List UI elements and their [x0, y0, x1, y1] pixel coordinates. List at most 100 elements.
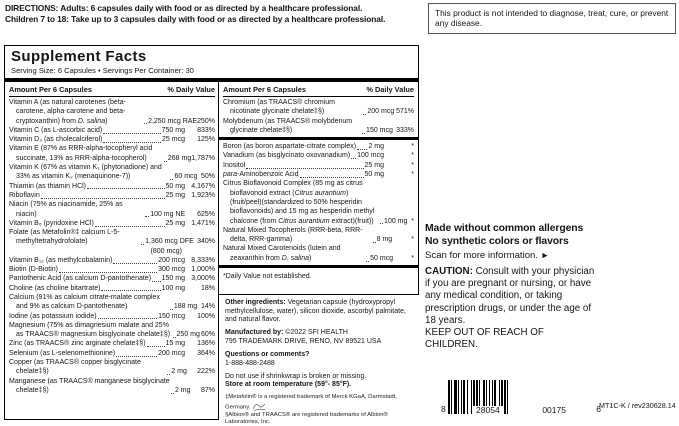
nutrient-amount: 15 mg	[165, 340, 185, 348]
nutrient-name: Citrus Bioflavonoid Complex (85 mg as ci…	[223, 180, 375, 225]
nutrient-row: Choline (as choline bitartrate) 100 mg 1…	[9, 284, 215, 293]
caution-block: CAUTION: Consult with your physician if …	[425, 266, 599, 351]
nutrient-daily-value: 18%	[200, 284, 215, 292]
nutrient-name: Biotin (D-Biotin)	[9, 266, 59, 274]
nutrient-row: Inositol 25 mg *	[223, 161, 414, 170]
nutrient-amount: 2 mg	[171, 368, 187, 376]
manufacturer-name: ©2022 SFI HEALTH	[285, 329, 348, 337]
nutrient-row: Vitamin K (67% as vitamin K₁ (phytonadio…	[9, 163, 215, 182]
nutrient-row: Copper (as TRAACS® copper bisglycinate c…	[9, 358, 215, 377]
nutrient-row: Manganese (as TRAACS® manganese bisglyci…	[9, 377, 215, 396]
barcode-bar	[503, 380, 506, 414]
nutrient-daily-value: *	[411, 161, 414, 169]
nutrient-name: Vitamin K (67% as vitamin K₁ (phytonadio…	[9, 164, 162, 181]
barcode-group1: 28054	[473, 406, 503, 415]
dot-leader	[97, 318, 158, 320]
nutrient-amount: 150 mcg	[366, 126, 393, 134]
facts-right-column: Amount Per 6 Capsules % Daily Value Chro…	[219, 82, 419, 426]
nutrient-daily-value: 333%	[396, 126, 414, 134]
upc-barcode: 8 28054 00175 6	[441, 380, 601, 415]
nutrient-name: Inositol	[223, 161, 246, 169]
barcode-bars: 28054 00175	[447, 380, 595, 415]
nutrient-amount: 8 mg	[376, 236, 393, 244]
nutrient-name: Calcium (91% as calcium citrate-malate c…	[9, 293, 160, 311]
nutrient-name: Vitamin A (as natural carotenes (beta-ca…	[9, 99, 126, 125]
nutrient-row: Iodine (as potassium iodide) 150 mcg 100…	[9, 312, 215, 321]
nutrient-daily-value: 3,000%	[191, 275, 215, 283]
dot-leader	[163, 160, 167, 162]
nutrient-row: Biotin (D-Biotin) 300 mcg 1,000%	[9, 265, 215, 274]
dot-leader	[116, 355, 158, 357]
barcode-trail-digit: 6	[596, 404, 601, 414]
nutrient-name: Natural Mixed Carotenoids (lutein and ze…	[223, 245, 341, 262]
nutrient-row: Calcium (91% as calcium citrate-malate c…	[9, 293, 215, 312]
nutrient-row: Vitamin C (as L-ascorbic acid) 750 mg 83…	[9, 126, 215, 135]
nutrient-daily-value: *	[411, 171, 414, 179]
nutrient-daily-value: 222%	[197, 368, 215, 376]
dot-leader	[94, 225, 165, 227]
nutrient-name: Selenium (as L-selenomethionine)	[9, 349, 116, 357]
fda-disclaimer-box: This product is not intended to diagnose…	[428, 3, 676, 34]
nutrient-row: Vitamin B₆ (pyridoxine HCl) 25 mg 1,471%	[9, 219, 215, 228]
barcode-group2: 00175	[539, 406, 569, 415]
nutrient-row: Folate (as Metafolin®‡ calcium L-5-methy…	[9, 228, 215, 247]
nutrient-amount: 2 mg	[368, 143, 384, 151]
nutrient-name: Vitamin B₆ (pyridoxine HCl)	[9, 219, 94, 227]
scan-info-line: Scan for more information. ►	[425, 250, 610, 261]
barcode-bar	[457, 380, 459, 414]
dot-leader	[103, 132, 161, 134]
nutrient-name: Vanadium (as bisglycinato oxovanadium)	[223, 152, 351, 160]
scan-info-text: Scan for more information.	[425, 250, 539, 262]
nutrient-daily-value: 125%	[197, 136, 215, 144]
allergen-claim-2: No synthetic colors or flavors	[425, 235, 569, 247]
nutrient-daily-value: 100%	[197, 312, 215, 320]
nutrient-daily-value: 87%	[200, 386, 215, 394]
serving-size-line: Serving Size: 6 Capsules • Servings Per …	[11, 66, 194, 75]
nutrient-daily-value: 4,167%	[191, 182, 215, 190]
nutrient-daily-value: 571%	[396, 108, 414, 116]
right-column-header: Amount Per 6 Capsules % Daily Value	[223, 83, 414, 97]
nutrient-amount: 2,250 mcg RAE	[148, 117, 198, 125]
nutrient-row: Niacin (75% as niacinamide, 25% as niaci…	[9, 200, 215, 219]
nutrient-daily-value: 14%	[200, 303, 215, 311]
nutrient-name: Iodine (as potassium iodide)	[9, 312, 97, 320]
product-code: MT1C-K / rev230628.14	[599, 401, 676, 410]
nutrient-name: Chromium (as TRAACS® chromium nicotinate…	[223, 99, 335, 116]
nutrient-row: Natural Mixed Tocopherols (RRR-beta, RRR…	[223, 226, 414, 245]
nutrient-row: Boron (as boron aspartate-citrate comple…	[223, 142, 414, 151]
nutrient-amount: 100 mcg	[357, 152, 384, 160]
dot-leader	[380, 223, 384, 225]
nutrient-amount: 200 mcg	[158, 256, 185, 264]
allergen-claim-1: Made without common allergens	[425, 223, 584, 234]
nutrient-daily-value: 625%	[197, 210, 215, 218]
dot-leader	[101, 290, 161, 292]
directions-line-adults: DIRECTIONS: Adults: 6 capsules daily wit…	[5, 3, 363, 13]
phone-number: 1-888-488-2488	[225, 359, 275, 367]
daily-value-column-label: % Daily Value	[366, 85, 414, 94]
nutrient-daily-value: 60%	[200, 331, 215, 339]
dot-leader	[357, 148, 368, 150]
manufacturer-address: 795 TRADEMARK DRIVE, RENO, NV 89521 USA	[225, 337, 382, 345]
directions-line-children: Children 7 to 18: Take up to 3 capsules …	[5, 13, 386, 24]
nutrient-amount: 60 mcg	[174, 173, 198, 181]
barcode-bar	[472, 380, 475, 414]
trademark-footnotes: ‡Metafolin® is a registered trademark of…	[225, 394, 417, 426]
nutrient-name: Boron (as boron aspartate-citrate comple…	[223, 143, 357, 151]
questions-label: Questions or comments?	[225, 350, 310, 358]
nutrient-row: Vanadium (as bisglycinato oxovanadium) 1…	[223, 151, 414, 160]
nutrient-amount: 188 mg	[173, 303, 198, 311]
nutrient-amount: 25 mg	[165, 191, 185, 199]
barcode-bar	[482, 380, 485, 414]
nutrient-row: Molybdenum (as TRAACS® molybdenum glycin…	[223, 117, 414, 136]
barcode-bar	[462, 380, 465, 414]
barcode-bar	[478, 380, 480, 414]
nutrient-amount: 25 mg	[165, 219, 185, 227]
group-divider-bar	[219, 137, 418, 141]
dot-leader	[103, 141, 162, 143]
nutrient-amount: 25 mg	[364, 161, 384, 169]
allergen-claims: Made without common allergens No synthet…	[425, 223, 610, 261]
nutrient-amount: 2 mg	[174, 386, 191, 394]
nutrient-row: Natural Mixed Carotenoids (lutein and ze…	[223, 244, 414, 263]
dot-leader	[172, 336, 176, 338]
nutrient-name: Choline (as choline bitartrate)	[9, 284, 101, 292]
